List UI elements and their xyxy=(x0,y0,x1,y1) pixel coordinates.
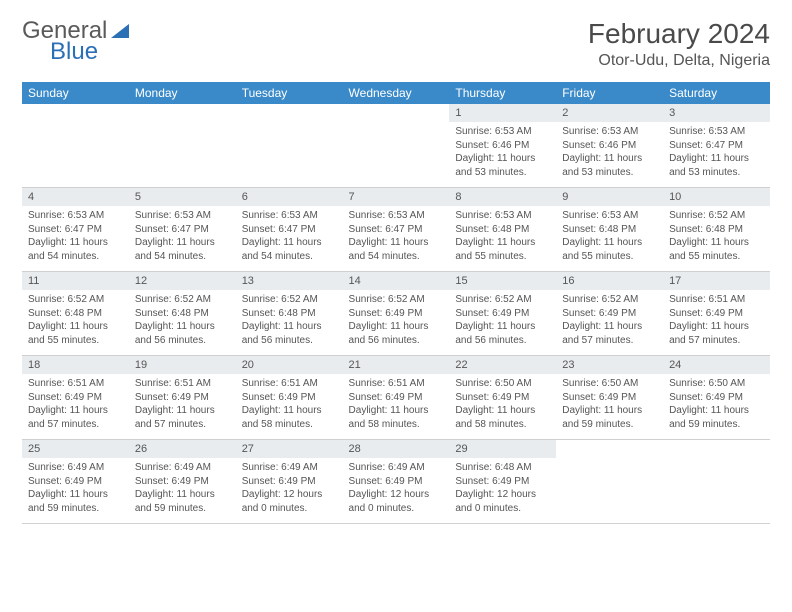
day-number-cell xyxy=(343,104,450,122)
day-number-cell: 13 xyxy=(236,272,343,291)
day-number-row: 18192021222324 xyxy=(22,356,770,375)
day-number-cell xyxy=(22,104,129,122)
title-block: February 2024 Otor-Udu, Delta, Nigeria xyxy=(588,18,770,70)
day-number-cell: 2 xyxy=(556,104,663,122)
day-detail-cell xyxy=(129,122,236,188)
day-detail-cell: Sunrise: 6:53 AMSunset: 6:47 PMDaylight:… xyxy=(129,206,236,272)
day-number-cell: 10 xyxy=(663,188,770,207)
weekday-header: Monday xyxy=(129,82,236,104)
day-detail-cell: Sunrise: 6:51 AMSunset: 6:49 PMDaylight:… xyxy=(129,374,236,440)
day-number-cell: 24 xyxy=(663,356,770,375)
day-detail-row: Sunrise: 6:52 AMSunset: 6:48 PMDaylight:… xyxy=(22,290,770,356)
calendar-body: 123Sunrise: 6:53 AMSunset: 6:46 PMDaylig… xyxy=(22,104,770,524)
day-number-cell xyxy=(129,104,236,122)
day-number-cell: 21 xyxy=(343,356,450,375)
day-detail-cell: Sunrise: 6:50 AMSunset: 6:49 PMDaylight:… xyxy=(556,374,663,440)
day-detail-cell xyxy=(343,122,450,188)
day-number-cell: 19 xyxy=(129,356,236,375)
day-number-cell: 14 xyxy=(343,272,450,291)
location-text: Otor-Udu, Delta, Nigeria xyxy=(588,52,770,70)
day-number-cell: 8 xyxy=(449,188,556,207)
day-detail-row: Sunrise: 6:49 AMSunset: 6:49 PMDaylight:… xyxy=(22,458,770,524)
day-number-cell: 29 xyxy=(449,440,556,459)
day-number-cell xyxy=(556,440,663,459)
day-number-cell: 16 xyxy=(556,272,663,291)
day-detail-cell: Sunrise: 6:53 AMSunset: 6:47 PMDaylight:… xyxy=(663,122,770,188)
month-title: February 2024 xyxy=(588,18,770,50)
day-detail-cell: Sunrise: 6:53 AMSunset: 6:46 PMDaylight:… xyxy=(449,122,556,188)
day-detail-cell: Sunrise: 6:51 AMSunset: 6:49 PMDaylight:… xyxy=(236,374,343,440)
day-detail-cell: Sunrise: 6:53 AMSunset: 6:46 PMDaylight:… xyxy=(556,122,663,188)
day-number-cell: 17 xyxy=(663,272,770,291)
day-number-cell: 7 xyxy=(343,188,450,207)
day-number-cell: 9 xyxy=(556,188,663,207)
day-number-row: 11121314151617 xyxy=(22,272,770,291)
day-number-row: 2526272829 xyxy=(22,440,770,459)
day-detail-cell: Sunrise: 6:52 AMSunset: 6:49 PMDaylight:… xyxy=(343,290,450,356)
day-detail-cell: Sunrise: 6:50 AMSunset: 6:49 PMDaylight:… xyxy=(449,374,556,440)
day-number-cell xyxy=(663,440,770,459)
day-number-cell: 23 xyxy=(556,356,663,375)
day-number-cell: 4 xyxy=(22,188,129,207)
weekday-header: Sunday xyxy=(22,82,129,104)
day-detail-cell: Sunrise: 6:53 AMSunset: 6:47 PMDaylight:… xyxy=(343,206,450,272)
day-detail-cell: Sunrise: 6:52 AMSunset: 6:48 PMDaylight:… xyxy=(22,290,129,356)
day-number-cell: 15 xyxy=(449,272,556,291)
day-number-cell: 27 xyxy=(236,440,343,459)
day-detail-cell: Sunrise: 6:53 AMSunset: 6:48 PMDaylight:… xyxy=(449,206,556,272)
day-number-cell: 25 xyxy=(22,440,129,459)
day-number-cell: 12 xyxy=(129,272,236,291)
day-number-cell xyxy=(236,104,343,122)
day-number-cell: 11 xyxy=(22,272,129,291)
day-detail-cell: Sunrise: 6:53 AMSunset: 6:48 PMDaylight:… xyxy=(556,206,663,272)
weekday-header: Tuesday xyxy=(236,82,343,104)
day-detail-cell: Sunrise: 6:52 AMSunset: 6:49 PMDaylight:… xyxy=(556,290,663,356)
day-detail-row: Sunrise: 6:51 AMSunset: 6:49 PMDaylight:… xyxy=(22,374,770,440)
day-detail-cell xyxy=(556,458,663,524)
weekday-header: Thursday xyxy=(449,82,556,104)
day-number-cell: 20 xyxy=(236,356,343,375)
day-number-cell: 22 xyxy=(449,356,556,375)
day-detail-cell xyxy=(663,458,770,524)
calendar-table: SundayMondayTuesdayWednesdayThursdayFrid… xyxy=(22,82,770,524)
day-detail-cell: Sunrise: 6:51 AMSunset: 6:49 PMDaylight:… xyxy=(663,290,770,356)
day-detail-cell: Sunrise: 6:51 AMSunset: 6:49 PMDaylight:… xyxy=(343,374,450,440)
day-detail-cell xyxy=(22,122,129,188)
day-number-cell: 1 xyxy=(449,104,556,122)
day-number-row: 123 xyxy=(22,104,770,122)
day-detail-cell: Sunrise: 6:52 AMSunset: 6:49 PMDaylight:… xyxy=(449,290,556,356)
day-detail-cell: Sunrise: 6:53 AMSunset: 6:47 PMDaylight:… xyxy=(22,206,129,272)
day-detail-cell: Sunrise: 6:48 AMSunset: 6:49 PMDaylight:… xyxy=(449,458,556,524)
day-detail-cell: Sunrise: 6:49 AMSunset: 6:49 PMDaylight:… xyxy=(343,458,450,524)
day-detail-row: Sunrise: 6:53 AMSunset: 6:47 PMDaylight:… xyxy=(22,206,770,272)
triangle-icon xyxy=(111,24,129,38)
day-number-cell: 18 xyxy=(22,356,129,375)
day-detail-cell: Sunrise: 6:52 AMSunset: 6:48 PMDaylight:… xyxy=(236,290,343,356)
day-number-row: 45678910 xyxy=(22,188,770,207)
header: General Blue February 2024 Otor-Udu, Del… xyxy=(22,18,770,70)
day-detail-cell: Sunrise: 6:52 AMSunset: 6:48 PMDaylight:… xyxy=(663,206,770,272)
day-detail-cell: Sunrise: 6:49 AMSunset: 6:49 PMDaylight:… xyxy=(22,458,129,524)
weekday-header: Wednesday xyxy=(343,82,450,104)
brand-logo: General Blue xyxy=(22,18,129,64)
weekday-header: Friday xyxy=(556,82,663,104)
weekday-header: Saturday xyxy=(663,82,770,104)
day-detail-cell: Sunrise: 6:49 AMSunset: 6:49 PMDaylight:… xyxy=(236,458,343,524)
day-number-cell: 26 xyxy=(129,440,236,459)
day-detail-cell: Sunrise: 6:53 AMSunset: 6:47 PMDaylight:… xyxy=(236,206,343,272)
day-number-cell: 5 xyxy=(129,188,236,207)
day-number-cell: 6 xyxy=(236,188,343,207)
day-detail-cell: Sunrise: 6:51 AMSunset: 6:49 PMDaylight:… xyxy=(22,374,129,440)
day-detail-cell xyxy=(236,122,343,188)
day-number-cell: 28 xyxy=(343,440,450,459)
day-detail-row: Sunrise: 6:53 AMSunset: 6:46 PMDaylight:… xyxy=(22,122,770,188)
day-detail-cell: Sunrise: 6:52 AMSunset: 6:48 PMDaylight:… xyxy=(129,290,236,356)
day-detail-cell: Sunrise: 6:49 AMSunset: 6:49 PMDaylight:… xyxy=(129,458,236,524)
brand-part2: Blue xyxy=(50,39,129,64)
day-number-cell: 3 xyxy=(663,104,770,122)
day-detail-cell: Sunrise: 6:50 AMSunset: 6:49 PMDaylight:… xyxy=(663,374,770,440)
weekday-header-row: SundayMondayTuesdayWednesdayThursdayFrid… xyxy=(22,82,770,104)
